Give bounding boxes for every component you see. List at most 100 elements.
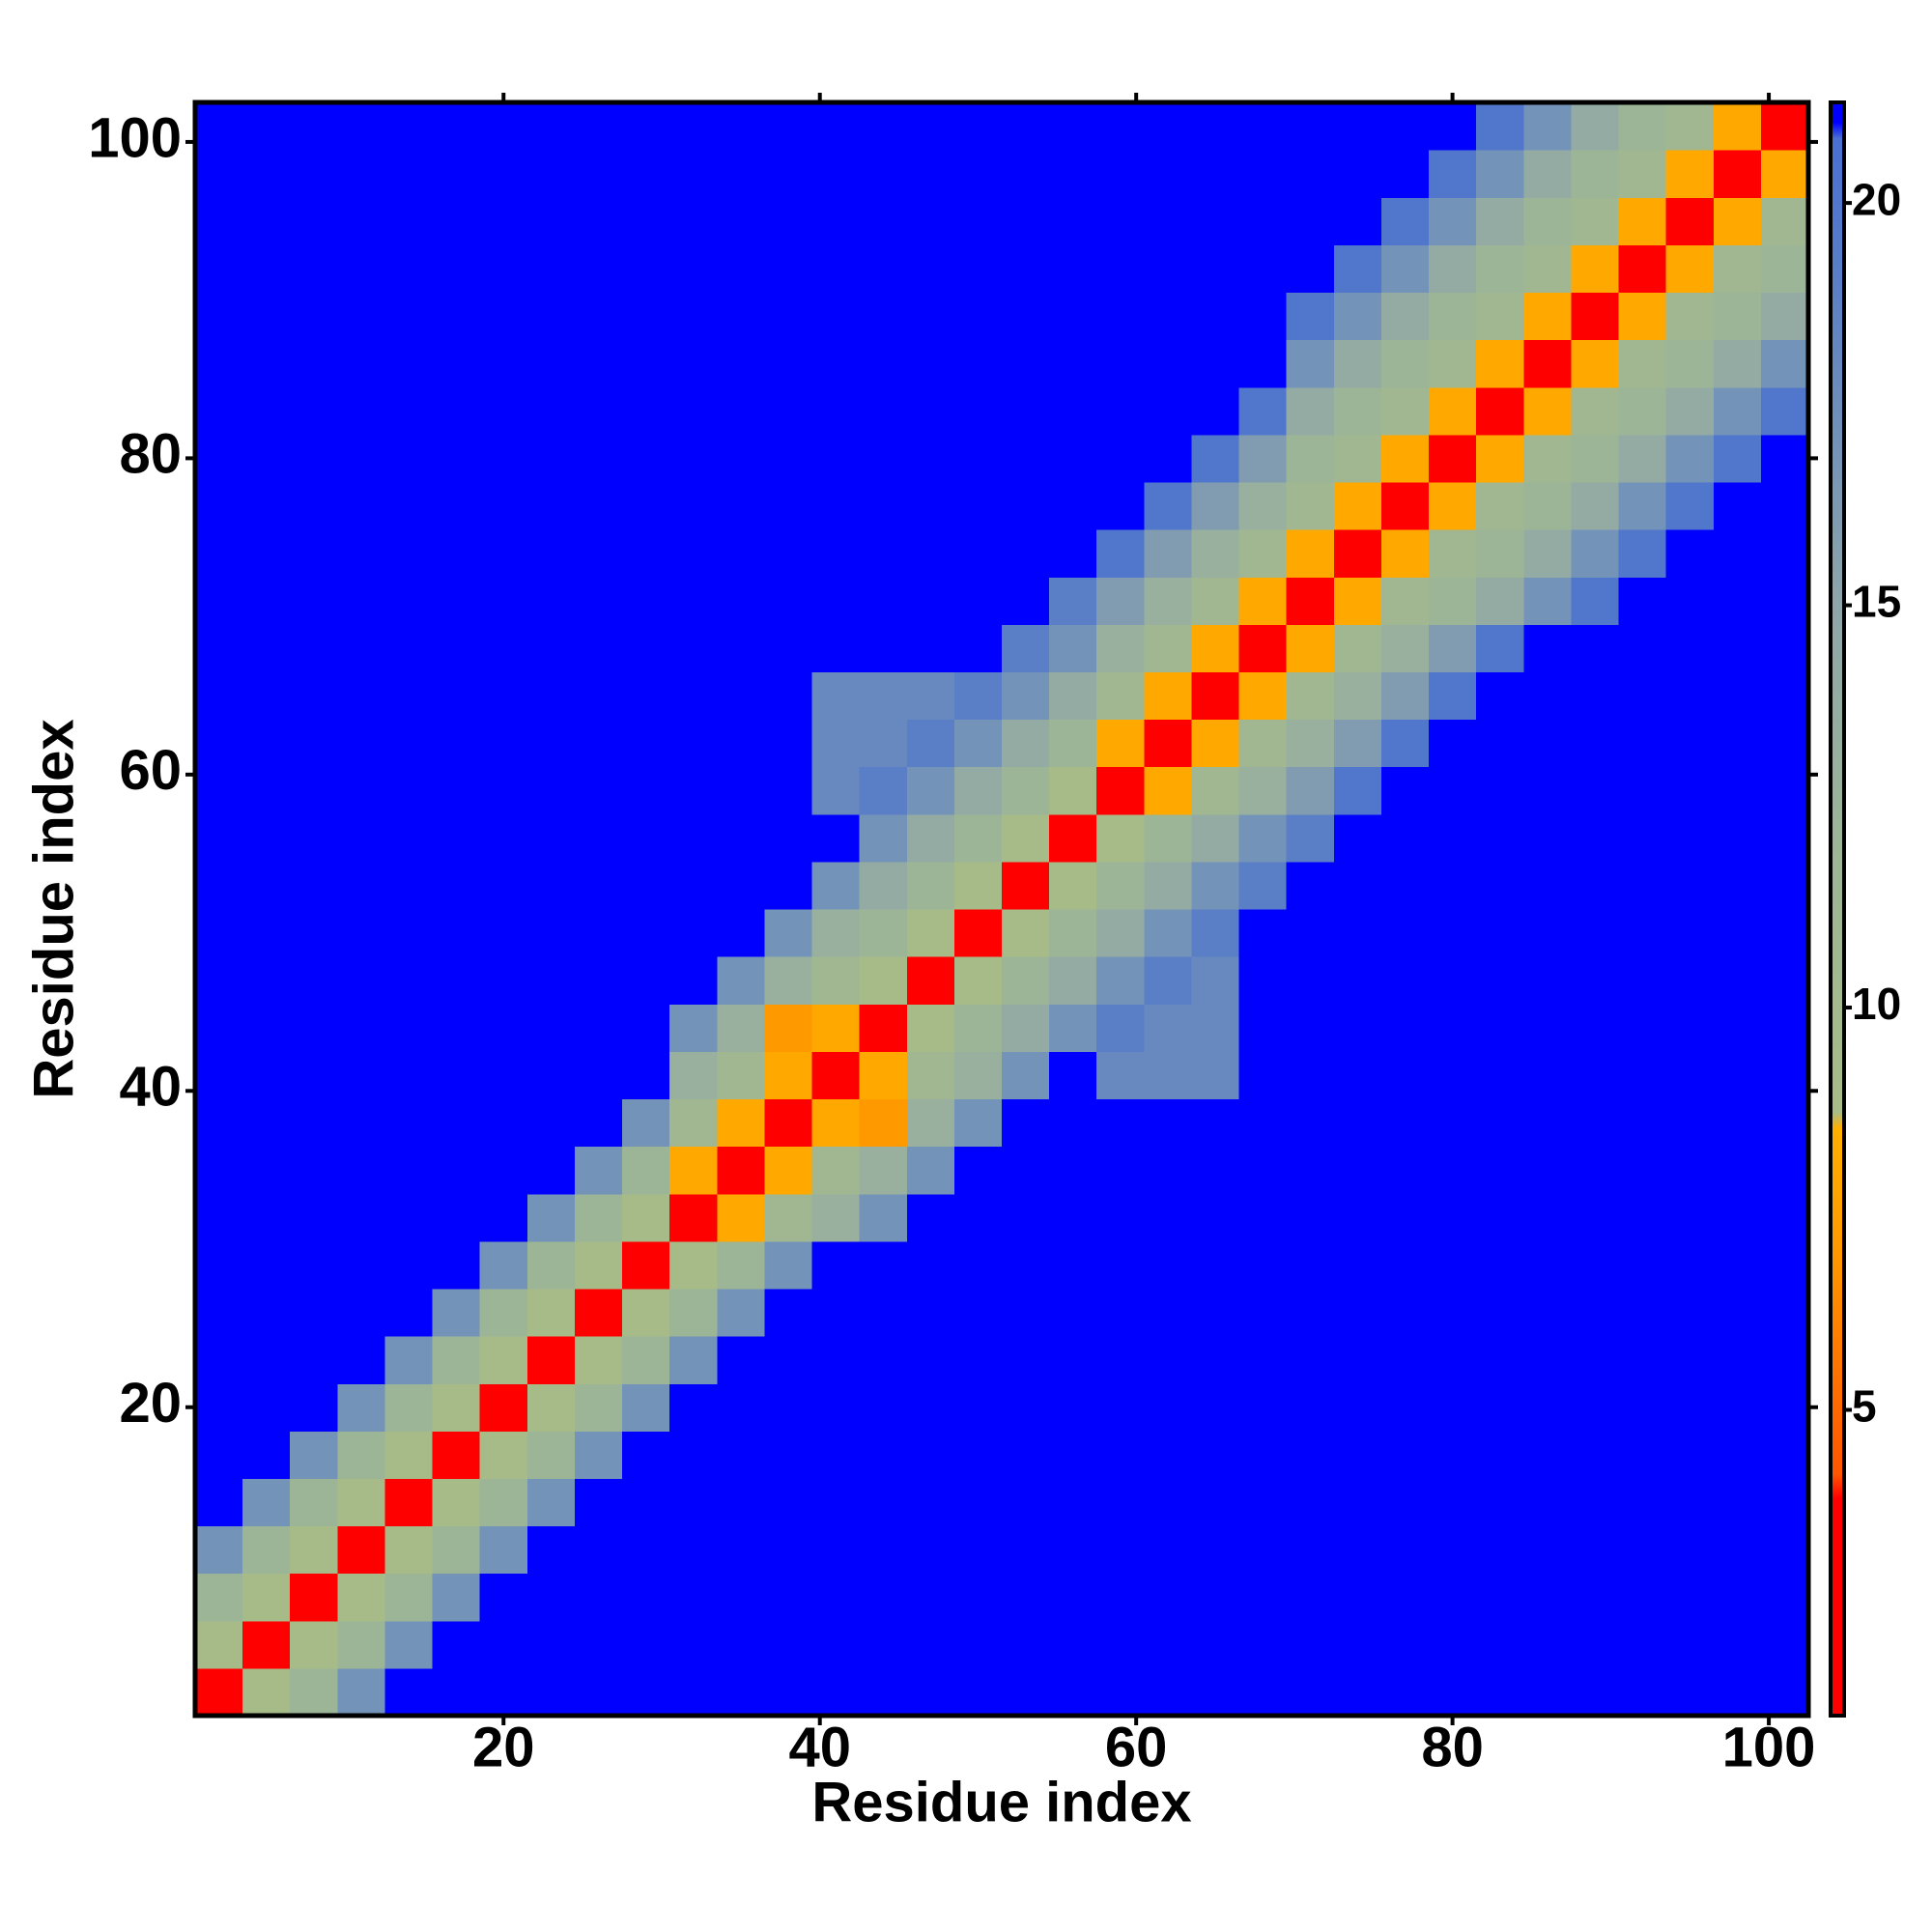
- heatmap-cell: [859, 719, 908, 768]
- heatmap-cell: [574, 956, 623, 1005]
- heatmap-cell: [1476, 956, 1524, 1005]
- heatmap-cell: [1760, 102, 1809, 151]
- heatmap-cell: [337, 1383, 386, 1432]
- heatmap-cell: [1191, 481, 1240, 530]
- heatmap-cell: [1665, 1193, 1715, 1242]
- heatmap-cell: [622, 861, 670, 910]
- heatmap-cell: [1523, 481, 1573, 530]
- heatmap-cell: [953, 1383, 1003, 1432]
- heatmap-cell: [953, 1098, 1003, 1148]
- heatmap-cell: [1665, 1240, 1715, 1290]
- heatmap-cell: [432, 909, 481, 957]
- heatmap-cell: [1333, 813, 1382, 863]
- heatmap-cell: [811, 1573, 861, 1622]
- heatmap-cell: [1380, 1478, 1430, 1527]
- heatmap-cell: [906, 339, 955, 388]
- heatmap-cell: [764, 1478, 813, 1527]
- heatmap-cell: [1571, 1383, 1620, 1432]
- heatmap-cell: [1713, 766, 1762, 815]
- heatmap-cell: [622, 671, 670, 721]
- heatmap-cell: [479, 1478, 528, 1527]
- heatmap-cell: [1760, 1146, 1809, 1195]
- heatmap-cell: [906, 813, 955, 863]
- heatmap-cell: [432, 339, 481, 388]
- heatmap-cell: [526, 339, 576, 388]
- heatmap-cell: [1476, 1620, 1524, 1669]
- heatmap-cell: [337, 434, 386, 483]
- heatmap-cell: [953, 244, 1003, 294]
- heatmap-cell: [1760, 909, 1809, 957]
- heatmap-cell: [574, 1573, 623, 1622]
- heatmap-cell: [1665, 1288, 1715, 1337]
- heatmap-cell: [1191, 1383, 1240, 1432]
- heatmap-cell: [1333, 1098, 1382, 1148]
- heatmap-cell: [1760, 577, 1809, 625]
- heatmap-cell: [290, 197, 338, 245]
- heatmap-cell: [1002, 909, 1050, 957]
- heatmap-cell: [1144, 1667, 1193, 1717]
- heatmap-cell: [1002, 150, 1050, 198]
- colorbar-tick-label: 15: [1852, 577, 1901, 627]
- heatmap-cell: [337, 339, 386, 388]
- heatmap-cell: [337, 1573, 386, 1622]
- heatmap-cell: [1144, 1004, 1193, 1052]
- heatmap-cell: [574, 292, 623, 341]
- heatmap-cell: [195, 1478, 243, 1527]
- heatmap-cell: [1760, 244, 1809, 294]
- heatmap-cell: [1523, 244, 1573, 294]
- heatmap-cell: [1144, 766, 1193, 815]
- heatmap-cell: [337, 1051, 386, 1100]
- heatmap-cell: [1665, 292, 1715, 341]
- heatmap-cell: [717, 1620, 766, 1669]
- x-tick-label: 20: [472, 1716, 535, 1778]
- heatmap-cell: [384, 1288, 434, 1337]
- heatmap-cell: [811, 292, 861, 341]
- heatmap-cell: [953, 1573, 1003, 1622]
- heatmap-cell: [859, 813, 908, 863]
- heatmap-cell: [1049, 1336, 1097, 1384]
- heatmap-cell: [1096, 339, 1145, 388]
- heatmap-cell: [1380, 529, 1430, 578]
- heatmap-cell: [526, 1478, 576, 1527]
- heatmap-cell: [622, 1525, 670, 1575]
- heatmap-cell: [764, 719, 813, 768]
- heatmap-cell: [574, 197, 623, 245]
- heatmap-cell: [764, 813, 813, 863]
- heatmap-cell: [859, 386, 908, 436]
- heatmap-cell: [1476, 1431, 1524, 1480]
- heatmap-cell: [1191, 766, 1240, 815]
- heatmap-cell: [1096, 1288, 1145, 1337]
- heatmap-cell: [1713, 1051, 1762, 1100]
- heatmap-cell: [859, 1051, 908, 1100]
- heatmap-cell: [764, 1146, 813, 1195]
- heatmap-cell: [1665, 1667, 1715, 1717]
- heatmap-cell: [1476, 813, 1524, 863]
- heatmap-cell: [764, 766, 813, 815]
- heatmap-cell: [1665, 1336, 1715, 1384]
- heatmap-cell: [432, 1336, 481, 1384]
- heatmap-cell: [1049, 386, 1097, 436]
- heatmap-cell: [1429, 1336, 1477, 1384]
- heatmap-cell: [1523, 1051, 1573, 1100]
- heatmap-cell: [479, 671, 528, 721]
- heatmap-cell: [242, 1004, 291, 1052]
- heatmap-cell: [622, 339, 670, 388]
- heatmap-cell: [1096, 150, 1145, 198]
- heatmap-cell: [1380, 1004, 1430, 1052]
- heatmap-cell: [1618, 1336, 1667, 1384]
- heatmap-cell: [622, 197, 670, 245]
- heatmap-cell: [1523, 1431, 1573, 1480]
- heatmap-cell: [1476, 339, 1524, 388]
- heatmap-cell: [764, 861, 813, 910]
- heatmap-cell: [1380, 339, 1430, 388]
- heatmap-cell: [1002, 577, 1050, 625]
- heatmap-cell: [1713, 1336, 1762, 1384]
- heatmap-cell: [526, 481, 576, 530]
- heatmap-cell: [1191, 529, 1240, 578]
- heatmap-cell: [1665, 1146, 1715, 1195]
- heatmap-cell: [1096, 434, 1145, 483]
- heatmap-cell: [1002, 1336, 1050, 1384]
- heatmap-cell: [717, 577, 766, 625]
- heatmap-cell: [669, 719, 718, 768]
- heatmap-cell: [526, 1336, 576, 1384]
